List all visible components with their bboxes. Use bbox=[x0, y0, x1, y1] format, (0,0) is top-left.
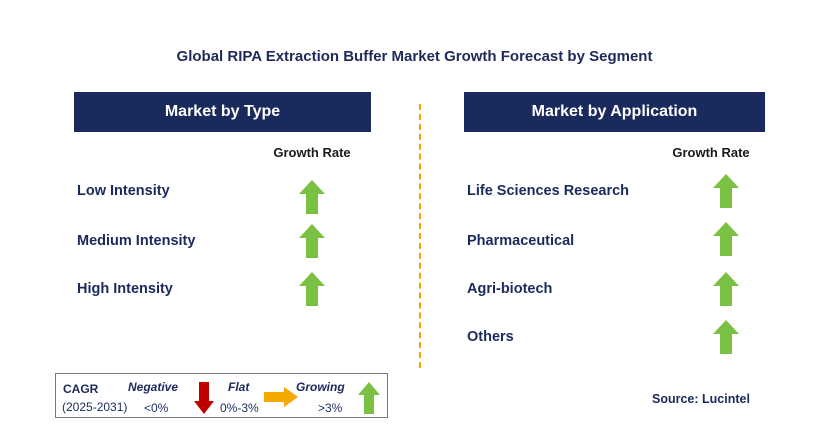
source-note: Source: Lucintel bbox=[652, 392, 750, 406]
legend-growing-label: Growing bbox=[296, 380, 345, 394]
growing-arrow-icon bbox=[713, 222, 739, 256]
growing-arrow-icon bbox=[713, 272, 739, 306]
market-by-type-header: Market by Type bbox=[74, 92, 371, 132]
growing-arrow-icon bbox=[299, 180, 325, 214]
legend-cagr-label: CAGR bbox=[63, 382, 99, 396]
legend-negative-value: <0% bbox=[144, 401, 169, 415]
cagr-legend: CAGR (2025-2031) Negative <0% Flat 0%-3%… bbox=[55, 373, 388, 418]
type-row-medium-intensity: Medium Intensity bbox=[77, 233, 196, 249]
growing-arrow-icon bbox=[299, 224, 325, 258]
chart-title: Global RIPA Extraction Buffer Market Gro… bbox=[176, 48, 653, 65]
type-row-high-intensity: High Intensity bbox=[77, 281, 173, 297]
market-by-type-header-label: Market by Type bbox=[164, 103, 281, 120]
market-by-application-header-label: Market by Application bbox=[531, 103, 698, 120]
growing-arrow-icon bbox=[713, 320, 739, 354]
flat-arrow-icon bbox=[264, 387, 298, 407]
legend-flat-label: Flat bbox=[228, 380, 250, 394]
application-row-life-sciences-research: Life Sciences Research bbox=[467, 183, 630, 199]
legend-growing-value: >3% bbox=[318, 401, 343, 415]
application-row-others: Others bbox=[467, 329, 514, 345]
type-row-low-intensity: Low Intensity bbox=[77, 183, 170, 199]
market-by-application-header: Market by Application bbox=[464, 92, 765, 132]
growing-arrow-icon bbox=[713, 174, 739, 208]
type-growth-rate-header: Growth Rate bbox=[273, 145, 351, 160]
application-growth-rate-header: Growth Rate bbox=[672, 145, 750, 160]
legend-negative-label: Negative bbox=[128, 380, 179, 394]
legend-period: (2025-2031) bbox=[62, 400, 128, 414]
panel-divider bbox=[419, 104, 421, 368]
application-row-agri-biotech: Agri-biotech bbox=[467, 281, 553, 297]
growing-arrow-icon bbox=[358, 382, 380, 414]
negative-arrow-icon bbox=[194, 382, 214, 414]
growing-arrow-icon bbox=[299, 272, 325, 306]
application-row-pharmaceutical: Pharmaceutical bbox=[467, 233, 575, 249]
legend-flat-value: 0%-3% bbox=[220, 401, 259, 415]
